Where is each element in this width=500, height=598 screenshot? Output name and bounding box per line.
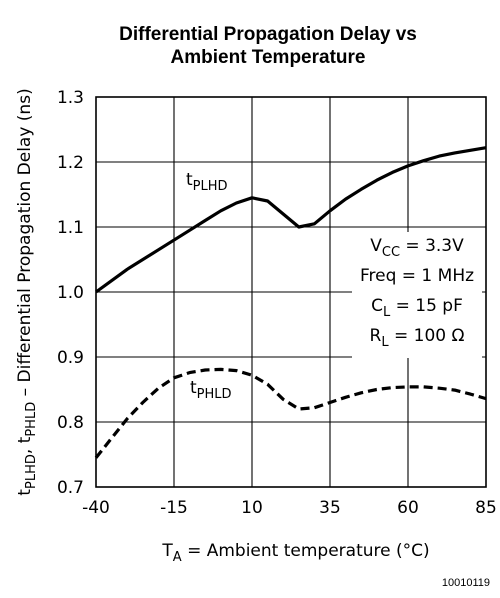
- annotation-rl: RL = 100 Ω: [370, 326, 465, 350]
- annotation-vcc: VCC = 3.3V: [370, 236, 464, 260]
- x-tick-label: 10: [241, 498, 263, 518]
- series-label-tphld-base: t: [190, 378, 197, 398]
- y-axis-label-sub1: PLHD: [24, 454, 39, 489]
- annotation-cl-sub: L: [383, 305, 391, 320]
- x-tick-label: 60: [397, 498, 419, 518]
- y-tick-label: 1.0: [57, 283, 84, 303]
- x-axis-label: TA = Ambient temperature (°C): [161, 541, 429, 565]
- x-tick-label: 85: [475, 498, 497, 518]
- series-label-tplhd-sub: PLHD: [193, 179, 228, 194]
- annotation-cl-rest: = 15 pF: [390, 296, 463, 316]
- annotation-cl: CL = 15 pF: [371, 296, 463, 320]
- series-label-tphld: tPHLD: [190, 378, 232, 402]
- y-tick-label: 0.8: [57, 413, 84, 433]
- x-axis-label-sub: A: [173, 550, 182, 565]
- grid: [96, 97, 486, 487]
- x-axis-label-base: T: [161, 541, 173, 561]
- chart-title-line-1: Differential Propagation Delay vs: [119, 24, 417, 45]
- annotation-box: [352, 232, 482, 358]
- annotation-vcc-sub: CC: [382, 245, 400, 260]
- annotation: VCC = 3.3V Freq = 1 MHz CL = 15 pF RL = …: [360, 236, 474, 350]
- y-tick-labels: 0.7 0.8 0.9 1.0 1.1 1.2 1.3: [57, 88, 84, 498]
- y-tick-label: 0.9: [57, 348, 84, 368]
- y-tick-label: 1.3: [57, 88, 84, 108]
- y-axis-label-sub2: PHLD: [24, 402, 39, 437]
- y-axis-label-part2: , t: [15, 436, 35, 454]
- x-tick-labels: -40 -15 10 35 60 85: [82, 498, 497, 518]
- x-tick-label: -15: [160, 498, 188, 518]
- series-label-tplhd: tPLHD: [186, 170, 228, 194]
- y-axis-label-part1: t: [15, 489, 35, 496]
- annotation-freq: Freq = 1 MHz: [360, 266, 474, 286]
- series-label-tphld-sub: PHLD: [197, 387, 232, 402]
- series-line-tplhd: [95, 146, 487, 294]
- annotation-rl-base: R: [370, 326, 382, 346]
- x-axis-label-rest: = Ambient temperature (°C): [182, 541, 430, 561]
- y-tick-label: 0.7: [57, 478, 84, 498]
- y-tick-label: 1.1: [57, 218, 84, 238]
- figure-id: 10010119: [442, 577, 490, 589]
- annotation-vcc-rest: = 3.3V: [400, 236, 464, 256]
- annotation-rl-sub: L: [381, 335, 389, 350]
- y-axis-label-part3: – Differential Propagation Delay (ns): [15, 88, 35, 401]
- y-tick-label: 1.2: [57, 153, 84, 173]
- x-tick-label: 35: [319, 498, 341, 518]
- x-tick-label: -40: [82, 498, 110, 518]
- y-axis-label: tPLHD, tPHLD – Differential Propagation …: [15, 88, 39, 495]
- annotation-vcc-base: V: [370, 236, 382, 256]
- annotation-cl-base: C: [371, 296, 383, 316]
- series-label-tplhd-base: t: [186, 170, 193, 190]
- annotation-rl-rest: = 100 Ω: [389, 326, 465, 346]
- chart-title-line-2: Ambient Temperature: [171, 47, 366, 68]
- series-line-tphld: [94, 367, 487, 459]
- series-lines: [94, 146, 487, 459]
